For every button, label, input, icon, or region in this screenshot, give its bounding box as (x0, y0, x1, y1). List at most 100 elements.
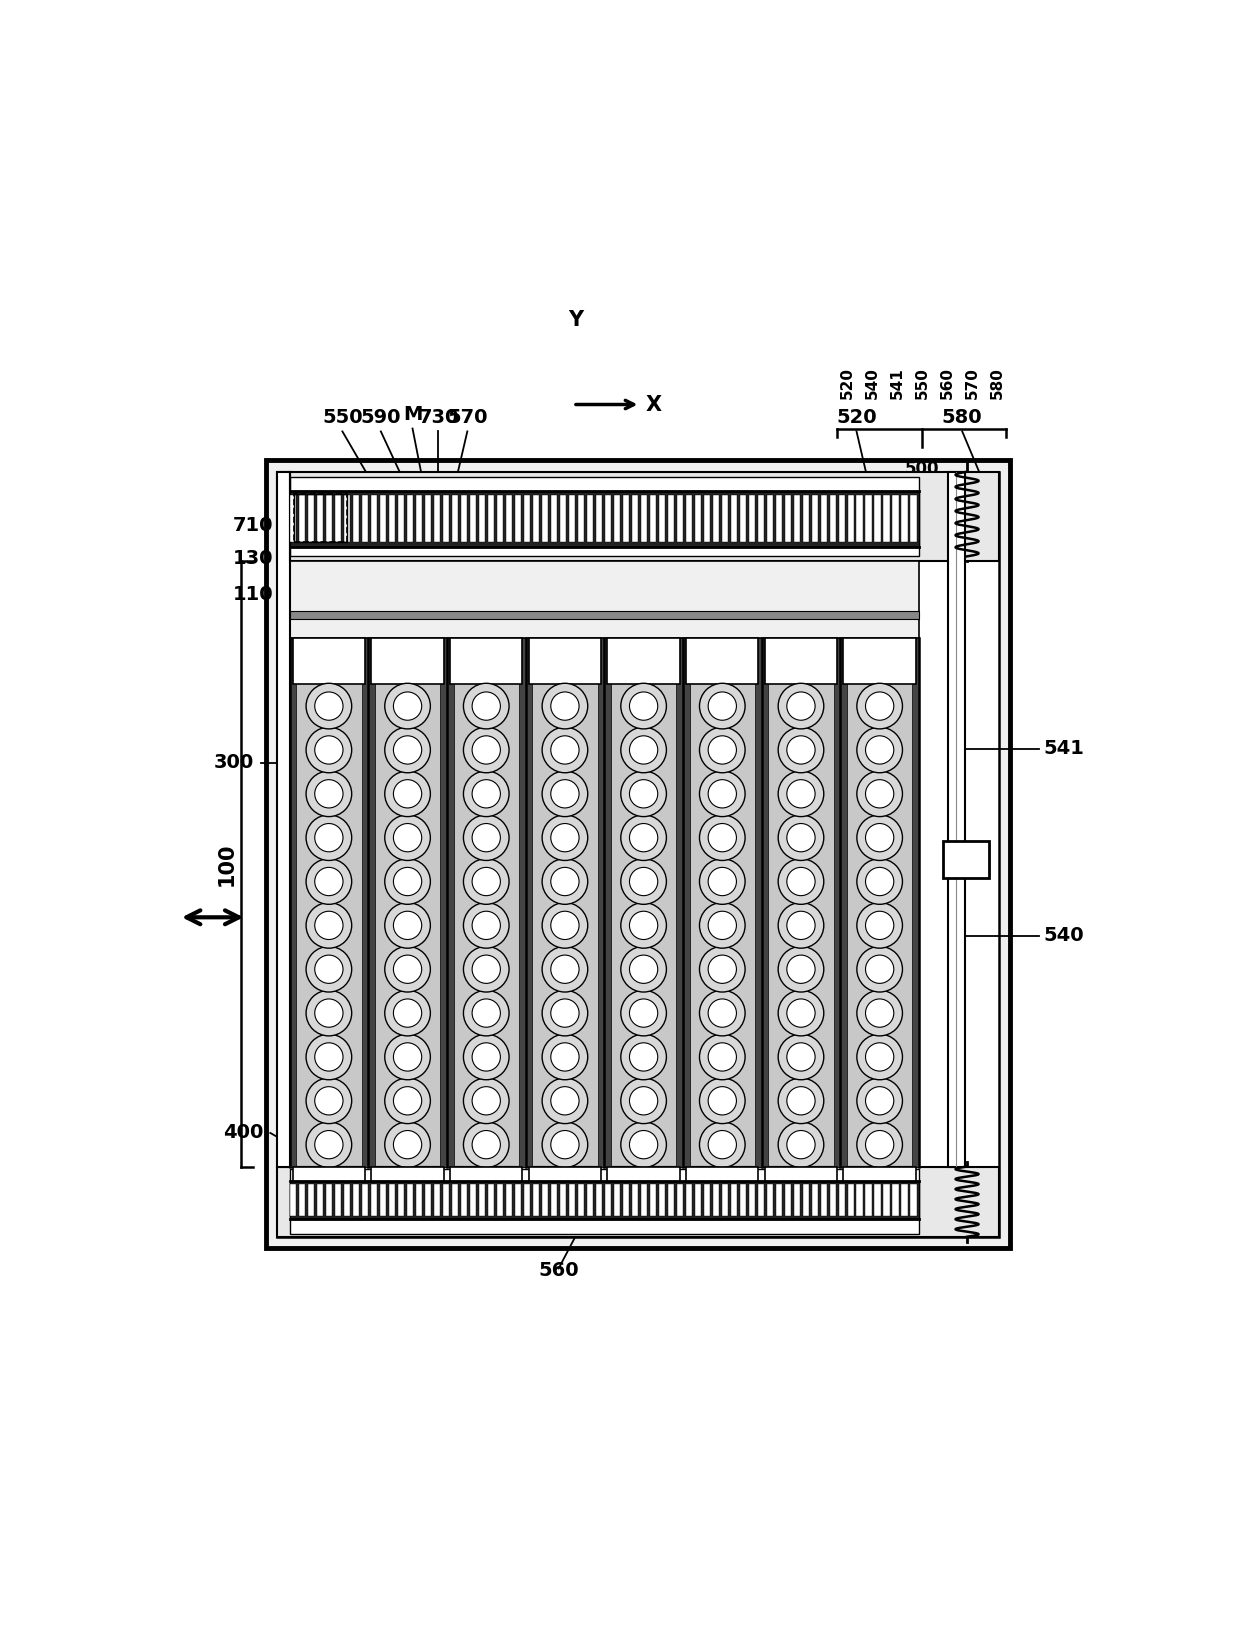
Circle shape (306, 1034, 352, 1079)
Bar (703, 496, 711, 543)
Circle shape (857, 858, 903, 905)
Text: 710: 710 (233, 517, 273, 535)
Circle shape (393, 780, 422, 808)
Circle shape (621, 990, 666, 1035)
Text: 730: 730 (418, 408, 459, 427)
Circle shape (857, 902, 903, 947)
Bar (371, 639, 444, 684)
Circle shape (393, 692, 422, 720)
Bar (641, 1185, 647, 1217)
Circle shape (699, 1034, 745, 1079)
Bar (604, 639, 611, 1167)
Circle shape (384, 858, 430, 905)
Circle shape (866, 780, 894, 808)
Text: 590: 590 (361, 408, 401, 427)
Circle shape (551, 1043, 579, 1071)
Circle shape (551, 692, 579, 720)
Bar (533, 496, 539, 543)
Bar (335, 496, 341, 543)
Circle shape (542, 1077, 588, 1123)
Circle shape (551, 780, 579, 808)
Bar (290, 639, 296, 1167)
Bar (569, 496, 575, 543)
Bar (843, 639, 916, 684)
Circle shape (857, 1121, 903, 1167)
Circle shape (393, 1131, 422, 1159)
Circle shape (315, 736, 343, 764)
Circle shape (787, 692, 815, 720)
Circle shape (779, 990, 823, 1035)
Bar (487, 1185, 494, 1217)
Circle shape (866, 912, 894, 939)
Bar (425, 1185, 432, 1217)
Text: 520: 520 (836, 408, 877, 427)
Bar (883, 1185, 890, 1217)
Bar (415, 496, 422, 543)
Circle shape (542, 726, 588, 774)
Circle shape (630, 1043, 657, 1071)
Circle shape (621, 946, 666, 991)
Circle shape (315, 868, 343, 895)
Text: 570: 570 (965, 367, 980, 398)
Bar (326, 1185, 332, 1217)
Bar (343, 1185, 350, 1217)
Circle shape (542, 682, 588, 730)
Circle shape (315, 956, 343, 983)
Bar (913, 639, 919, 1167)
Circle shape (472, 868, 501, 895)
Bar (631, 1185, 639, 1217)
Bar (910, 1185, 916, 1217)
Circle shape (551, 824, 579, 852)
Circle shape (306, 1077, 352, 1123)
Circle shape (306, 902, 352, 947)
Circle shape (787, 912, 815, 939)
Circle shape (472, 1131, 501, 1159)
Bar (317, 1185, 324, 1217)
Text: 541: 541 (1044, 739, 1085, 757)
Bar (749, 1185, 755, 1217)
Bar (277, 471, 998, 1237)
Circle shape (464, 946, 510, 991)
Bar (802, 496, 808, 543)
Bar (686, 1167, 759, 1202)
Circle shape (699, 1121, 745, 1167)
Bar (293, 639, 365, 684)
Bar (838, 1185, 844, 1217)
Circle shape (699, 726, 745, 774)
Circle shape (472, 824, 501, 852)
Bar (299, 496, 305, 543)
Circle shape (384, 1077, 430, 1123)
Circle shape (384, 1034, 430, 1079)
Text: 560: 560 (940, 367, 955, 400)
Circle shape (393, 999, 422, 1027)
Bar (308, 496, 314, 543)
Bar (293, 1167, 365, 1202)
Circle shape (393, 736, 422, 764)
Circle shape (315, 780, 343, 808)
Bar (830, 1185, 836, 1217)
Bar (528, 1167, 601, 1202)
Bar (942, 842, 990, 878)
Circle shape (384, 1121, 430, 1167)
Text: 550: 550 (322, 408, 363, 427)
Circle shape (708, 956, 737, 983)
Circle shape (393, 1087, 422, 1115)
Circle shape (315, 1087, 343, 1115)
Circle shape (866, 692, 894, 720)
Bar (440, 639, 446, 1167)
Circle shape (472, 780, 501, 808)
Text: 400: 400 (223, 1123, 264, 1142)
Circle shape (621, 1034, 666, 1079)
Circle shape (551, 1087, 579, 1115)
Circle shape (315, 1043, 343, 1071)
Bar (290, 496, 296, 543)
Bar (794, 1185, 800, 1217)
Circle shape (699, 770, 745, 817)
Circle shape (699, 858, 745, 905)
Bar (847, 496, 854, 543)
Bar (277, 471, 290, 1167)
Bar (686, 639, 759, 684)
Circle shape (472, 912, 501, 939)
Circle shape (621, 770, 666, 817)
Circle shape (779, 814, 823, 861)
